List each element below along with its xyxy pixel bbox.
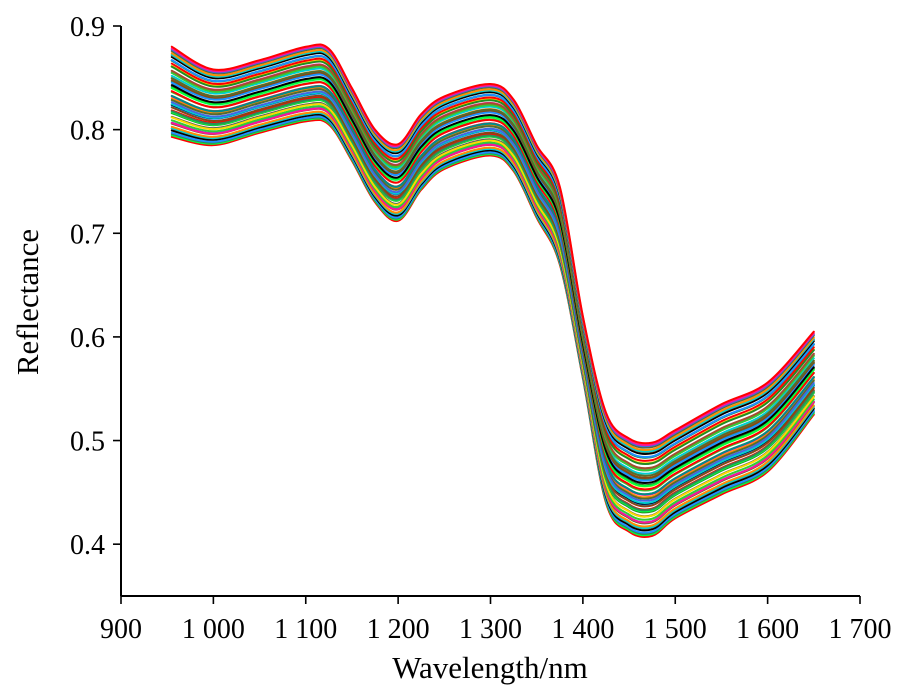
spectrum-line [170, 90, 815, 502]
x-tick-label: 1 400 [551, 614, 614, 645]
y-tick-label: 0.9 [70, 12, 105, 43]
spectrum-line [170, 76, 815, 485]
y-tick-label: 0.6 [70, 323, 105, 354]
spectrum-line [170, 85, 815, 496]
spectrum-line [170, 88, 815, 500]
spectrum-line [170, 60, 815, 465]
x-axis-label: Wavelength/nm [392, 650, 588, 685]
y-tick-label: 0.8 [70, 116, 105, 147]
spectrum-line [170, 101, 815, 518]
spectrum-line [170, 94, 815, 508]
x-ticks: 900 1 000 1 100 1 200 1 300 1 400 1 500 1 600 1 … [100, 596, 892, 645]
x-tick-label: 1 500 [644, 614, 707, 645]
spectrum-line [170, 81, 815, 491]
spectrum-line [170, 102, 815, 518]
x-tick-label: 900 [100, 614, 142, 645]
x-tick-label: 1 100 [274, 614, 337, 645]
y-ticks: 0.4 0.5 0.6 0.7 0.8 0.9 [70, 12, 121, 561]
spectrum-line [170, 97, 815, 512]
spectrum-line [170, 105, 815, 521]
x-tick-label: 1 600 [736, 614, 799, 645]
spectrum-line [170, 48, 815, 451]
x-tick-label: 1 300 [459, 614, 522, 645]
y-tick-label: 0.7 [70, 219, 105, 250]
spectrum-line [170, 115, 815, 534]
y-tick-label: 0.4 [70, 530, 105, 561]
spectra-series-group [170, 43, 815, 539]
x-tick-label: 1 700 [829, 614, 892, 645]
spectrum-line [170, 63, 815, 470]
spectrum-line [170, 110, 815, 528]
y-axis-label: Reflectance [10, 229, 45, 375]
x-tick-label: 1 000 [182, 614, 245, 645]
spectrum-line [170, 70, 815, 477]
spectrum-line [170, 57, 815, 462]
spectrum-line [170, 78, 815, 488]
spectrum-line [170, 118, 815, 539]
spectrum-line [170, 54, 815, 459]
spectrum-line [170, 43, 815, 445]
spectrum-line [170, 73, 815, 482]
spectrum-line [170, 107, 815, 524]
x-tick-label: 1 200 [367, 614, 430, 645]
axes: 900 1 000 1 100 1 200 1 300 1 400 1 500 1 600 1 … [70, 12, 892, 645]
y-tick-label: 0.5 [70, 427, 105, 458]
